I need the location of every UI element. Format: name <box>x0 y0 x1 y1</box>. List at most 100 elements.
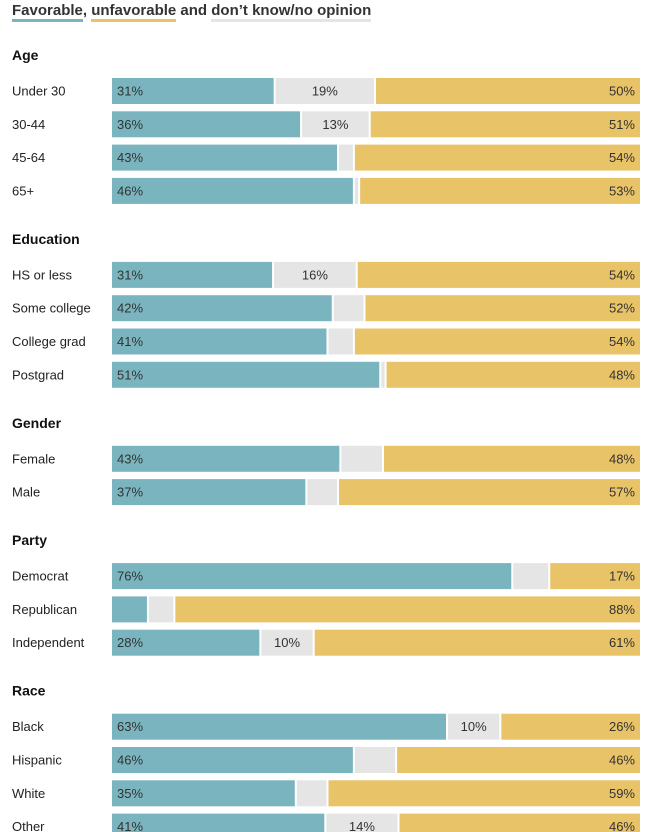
unfavorable-value: 26% <box>609 719 635 734</box>
dont-know-value: 19% <box>312 84 338 99</box>
row-label: Republican <box>12 602 77 617</box>
unfavorable-segment <box>370 111 640 138</box>
row-label: Black <box>12 719 44 734</box>
legend-favorable: Favorable <box>12 2 83 22</box>
dont-know-segment <box>296 780 327 807</box>
unfavorable-value: 46% <box>609 753 635 768</box>
row-label: College grad <box>12 334 86 349</box>
favorable-value: 51% <box>117 367 143 382</box>
row-label: Female <box>12 451 55 466</box>
unfavorable-value: 51% <box>609 117 635 132</box>
row-label: Some college <box>12 301 91 316</box>
row-label: Other <box>12 819 45 832</box>
row-label: Independent <box>12 635 85 650</box>
favorable-value: 42% <box>117 301 143 316</box>
unfavorable-value: 61% <box>609 635 635 650</box>
dont-know-segment <box>354 747 396 773</box>
dont-know-segment <box>354 177 359 204</box>
legend-separator: , <box>82 2 92 19</box>
favorable-value: 41% <box>117 819 143 832</box>
unfavorable-segment <box>354 328 640 355</box>
dont-know-value: 13% <box>322 117 348 132</box>
unfavorable-segment <box>357 261 640 288</box>
favorable-value: 36% <box>117 117 143 132</box>
legend-dont-know: don’t know/no opinion <box>211 2 372 22</box>
favorable-value: 41% <box>117 334 143 349</box>
unfavorable-segment <box>365 295 640 322</box>
dont-know-segment <box>302 111 369 138</box>
unfavorable-value: 17% <box>609 569 635 584</box>
unfavorable-value: 53% <box>609 183 635 198</box>
unfavorable-value: 48% <box>609 451 635 466</box>
unfavorable-segment <box>376 78 640 104</box>
favorable-segment <box>112 445 340 472</box>
favorable-segment <box>112 747 353 773</box>
dont-know-segment <box>341 445 382 472</box>
favorable-segment <box>112 629 260 656</box>
row-label: 45-64 <box>12 150 45 165</box>
group-title: Education <box>12 231 80 247</box>
favorable-segment <box>112 563 512 590</box>
dont-know-value: 14% <box>349 819 375 832</box>
dont-know-segment <box>333 295 364 322</box>
favorable-segment <box>112 361 380 388</box>
unfavorable-segment <box>354 144 640 171</box>
legend-unfavorable: unfavorable <box>91 2 177 22</box>
unfavorable-segment <box>328 780 640 807</box>
favorable-value: 43% <box>117 451 143 466</box>
group-title: Race <box>12 683 46 699</box>
favorable-segment <box>112 144 338 171</box>
row-label: 30-44 <box>12 117 45 132</box>
unfavorable-segment <box>360 177 640 204</box>
unfavorable-value: 48% <box>609 367 635 382</box>
legend-separator: and <box>176 2 212 19</box>
row-label: Hispanic <box>12 753 62 768</box>
unfavorable-segment <box>339 479 640 506</box>
favorable-segment <box>112 261 273 288</box>
favorable-value: 37% <box>117 485 143 500</box>
unfavorable-value: 88% <box>609 602 635 617</box>
unfavorable-value: 54% <box>609 267 635 282</box>
favorable-segment <box>112 780 295 807</box>
favorable-value: 31% <box>117 267 143 282</box>
unfavorable-segment <box>397 747 640 773</box>
dont-know-segment <box>307 479 338 506</box>
favorable-segment <box>112 713 446 740</box>
row-label: 65+ <box>12 183 34 198</box>
dont-know-segment <box>326 813 398 832</box>
favorable-segment <box>112 295 332 322</box>
unfavorable-segment <box>501 713 640 740</box>
favorable-segment <box>112 328 327 355</box>
dont-know-value: 10% <box>461 719 487 734</box>
unfavorable-value: 54% <box>609 334 635 349</box>
favorable-segment <box>112 479 306 506</box>
legend: Favorable, unfavorable and don’t know/no… <box>12 2 372 22</box>
row-label: White <box>12 786 45 801</box>
favorable-segment <box>112 111 301 138</box>
dont-know-value: 16% <box>302 267 328 282</box>
dont-know-segment <box>274 261 356 288</box>
favorable-segment <box>112 596 147 623</box>
unfavorable-value: 54% <box>609 150 635 165</box>
dont-know-segment <box>261 629 313 656</box>
unfavorable-value: 50% <box>609 84 635 99</box>
unfavorable-value: 57% <box>609 485 635 500</box>
unfavorable-value: 59% <box>609 786 635 801</box>
row-label: Male <box>12 485 40 500</box>
row-label: Under 30 <box>12 84 65 99</box>
favorable-value: 46% <box>117 753 143 768</box>
unfavorable-value: 46% <box>609 819 635 832</box>
favorable-value: 35% <box>117 786 143 801</box>
favorable-value: 76% <box>117 569 143 584</box>
unfavorable-segment <box>175 596 641 623</box>
favorable-segment <box>112 813 325 832</box>
group-title: Party <box>12 532 47 548</box>
dont-know-segment <box>148 596 174 623</box>
favorable-value: 31% <box>117 84 143 99</box>
group-title: Age <box>12 47 39 63</box>
row-label: Democrat <box>12 569 69 584</box>
dont-know-segment <box>339 144 353 171</box>
favorable-value: 43% <box>117 150 143 165</box>
dont-know-value: 10% <box>274 635 300 650</box>
